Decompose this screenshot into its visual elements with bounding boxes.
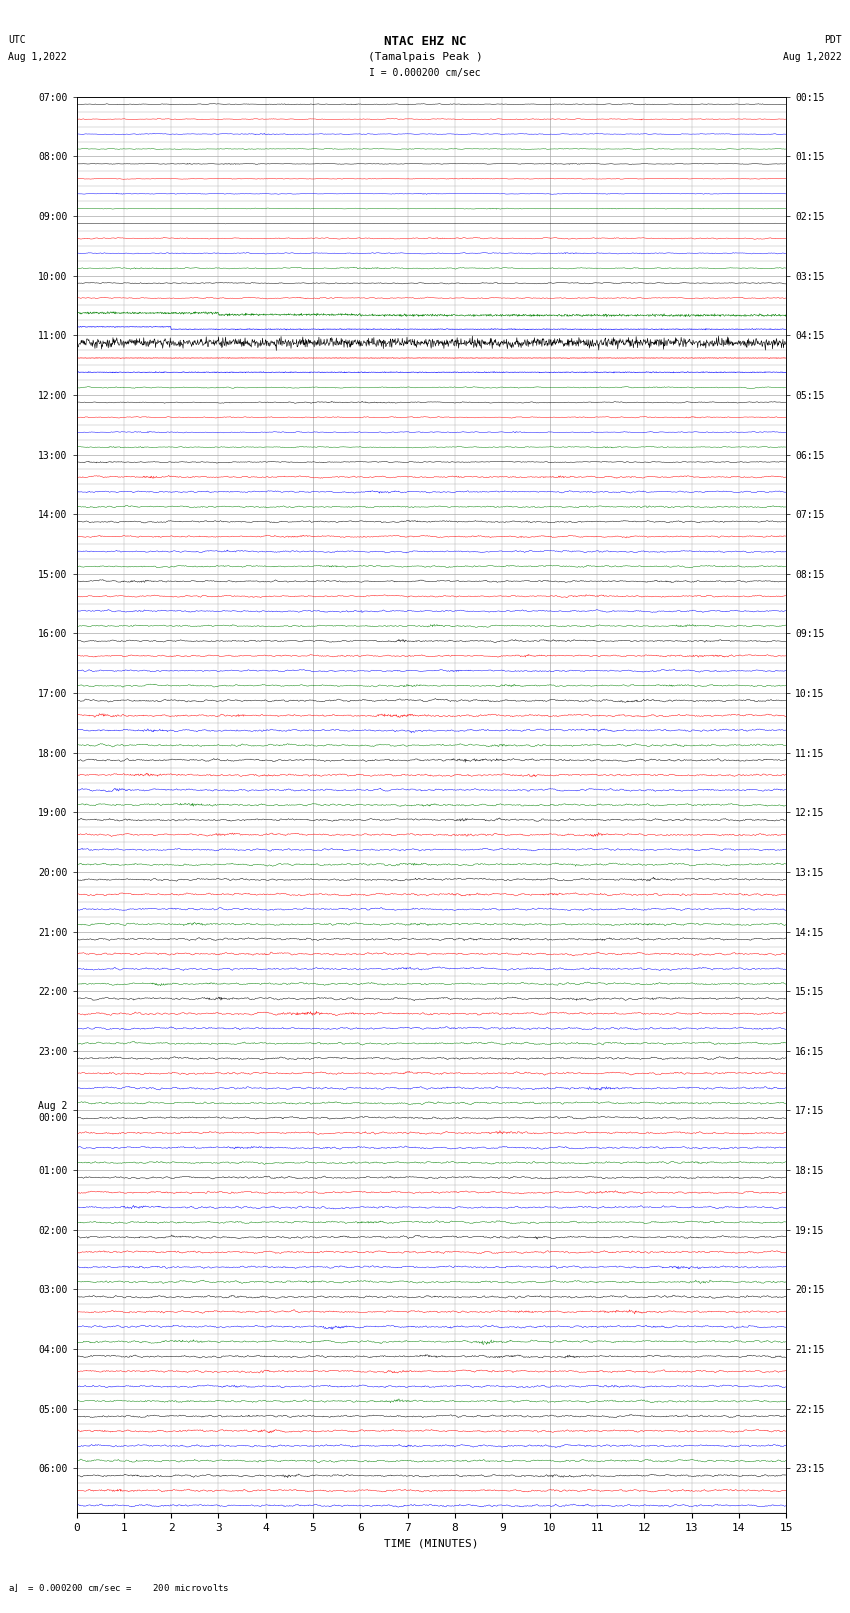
Text: Aug 1,2022: Aug 1,2022 [8, 52, 67, 61]
Text: I = 0.000200 cm/sec: I = 0.000200 cm/sec [369, 68, 481, 77]
Text: Aug 1,2022: Aug 1,2022 [783, 52, 842, 61]
Text: UTC: UTC [8, 35, 26, 45]
Text: NTAC EHZ NC: NTAC EHZ NC [383, 35, 467, 48]
X-axis label: TIME (MINUTES): TIME (MINUTES) [384, 1539, 479, 1548]
Text: PDT: PDT [824, 35, 842, 45]
Text: $\mathsf{a}$$\rfloor$  = 0.000200 cm/sec =    200 microvolts: $\mathsf{a}$$\rfloor$ = 0.000200 cm/sec … [8, 1581, 230, 1594]
Text: (Tamalpais Peak ): (Tamalpais Peak ) [367, 52, 483, 61]
